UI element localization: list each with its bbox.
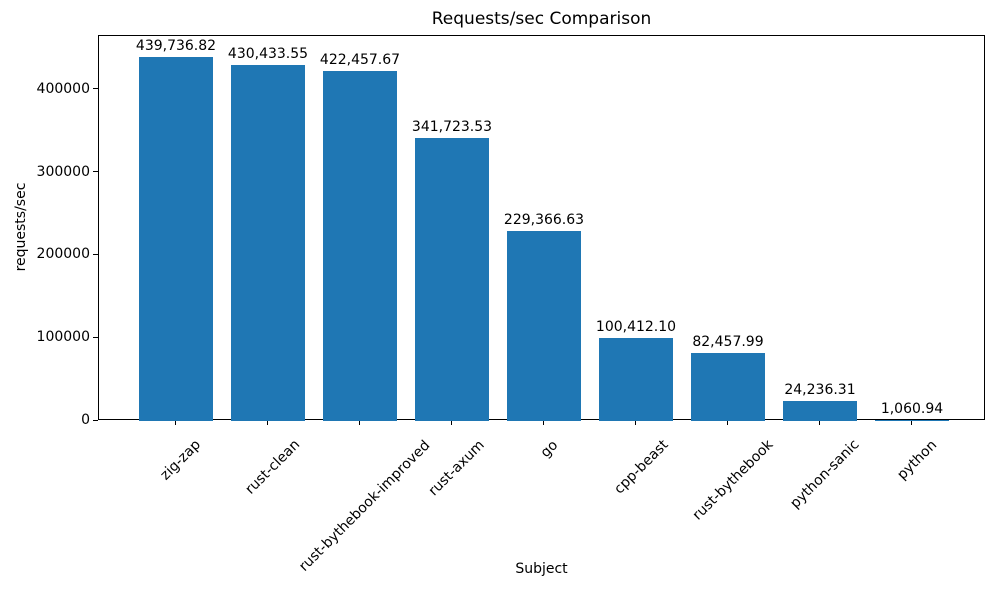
x-tick-mark [451, 421, 452, 425]
bar-value-label: 422,457.67 [319, 52, 401, 68]
y-tick-mark [93, 88, 98, 90]
y-tick-label: 300000 [36, 163, 90, 180]
bar-go [507, 231, 581, 421]
chart-title: Requests/sec Comparison [431, 9, 652, 29]
bar-rust-axum [415, 138, 489, 421]
x-tick-mark [911, 421, 912, 425]
bar-python [875, 420, 949, 421]
bar-value-label: 430,433.55 [227, 46, 309, 62]
x-tick-mark [819, 421, 820, 425]
y-axis-title: requests/sec [13, 182, 29, 272]
y-tick-mark [93, 171, 98, 173]
plot-area: 439,736.82 430,433.55 422,457.67 341,723.53… [98, 35, 985, 421]
bar-value-label: 82,457.99 [692, 334, 764, 350]
bar-value-label: 439,736.82 [135, 38, 217, 54]
x-tick-mark [727, 421, 728, 425]
x-axis-title: Subject [515, 561, 568, 577]
x-tick-mark [267, 421, 268, 425]
y-tick-label: 400000 [36, 80, 90, 97]
x-tick-label: python-sanic [787, 436, 863, 513]
bar-cpp-beast [599, 338, 673, 421]
y-tick-label: 0 [81, 412, 90, 428]
x-tick-mark [543, 421, 544, 425]
bar-rust-bythebook-improved [323, 71, 397, 421]
x-tick-label: rust-clean [242, 436, 304, 498]
bar-zig-zap [139, 57, 213, 421]
x-tick-label: python [893, 437, 940, 483]
x-tick-label: rust-bythebook [689, 437, 777, 524]
y-tick-label: 200000 [36, 246, 90, 263]
bar-value-label: 1,060.94 [880, 401, 944, 417]
bar-value-label: 100,412.10 [595, 319, 677, 335]
x-tick-label: rust-bythebook-improved [296, 437, 434, 575]
bar-rust-clean [231, 65, 305, 421]
bar-value-label: 24,236.31 [784, 382, 856, 398]
x-tick-mark [635, 421, 636, 425]
x-tick-label: zig-zap [157, 436, 205, 484]
x-tick-label: rust-axum [425, 437, 488, 500]
x-tick-label: cpp-beast [610, 436, 672, 498]
y-tick-mark [93, 419, 98, 421]
bar-value-label: 341,723.53 [411, 119, 493, 135]
x-tick-mark [175, 421, 176, 425]
bar-python-sanic [783, 401, 857, 421]
y-tick-label: 100000 [36, 329, 90, 346]
bar-rust-bythebook [691, 353, 765, 421]
y-tick-mark [93, 253, 98, 255]
x-tick-label: go [537, 436, 561, 461]
bar-value-label: 229,366.63 [503, 212, 585, 228]
x-tick-mark [359, 421, 360, 425]
y-tick-mark [93, 336, 98, 338]
